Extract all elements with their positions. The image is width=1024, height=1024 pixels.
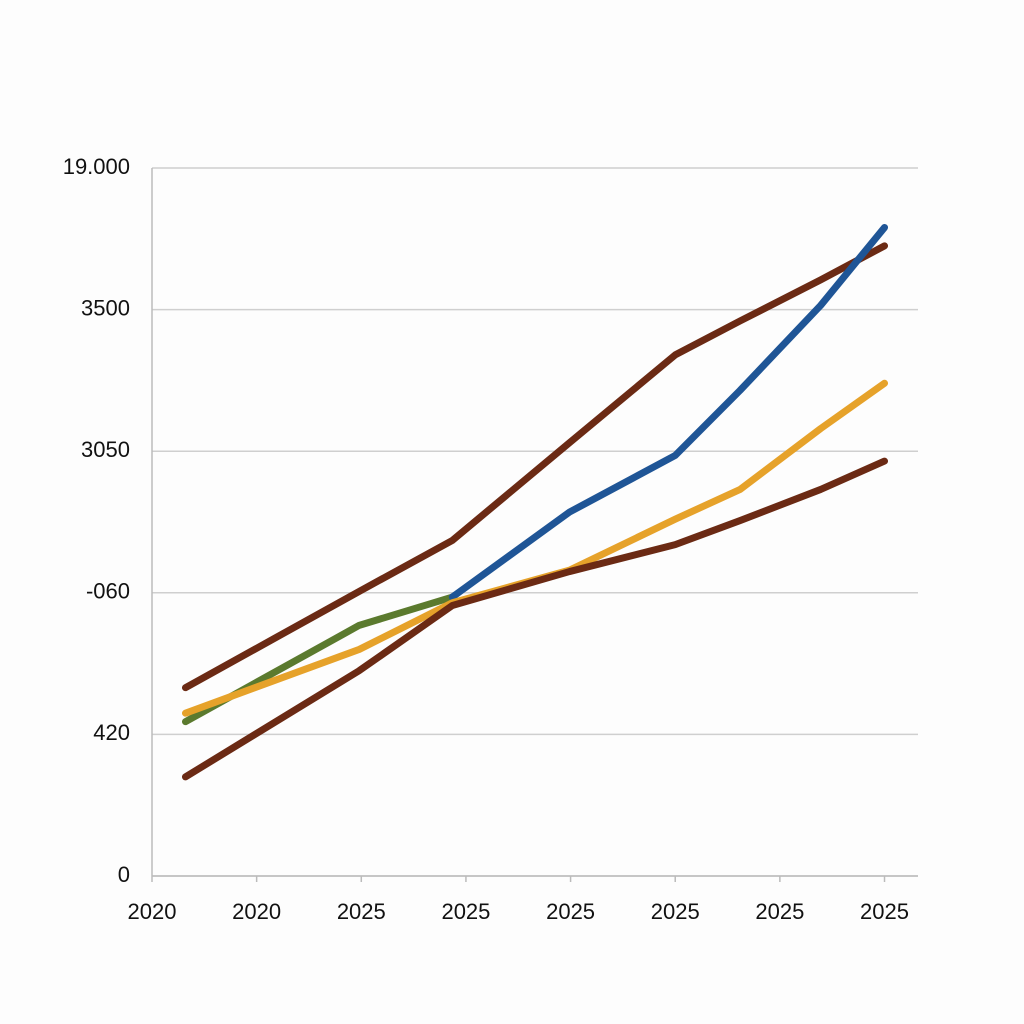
series-line	[181, 379, 889, 717]
x-tick-label: 2025	[546, 899, 595, 924]
y-tick-label: 420	[93, 720, 130, 745]
x-tick-label: 2025	[651, 899, 700, 924]
y-tick-label: 3500	[81, 295, 130, 320]
series-line	[181, 457, 889, 781]
x-tick-label: 2020	[232, 899, 281, 924]
x-tick-label: 2020	[128, 899, 177, 924]
series-line	[448, 223, 889, 601]
y-tick-label: -060	[86, 579, 130, 604]
x-tick-label: 2025	[337, 899, 386, 924]
y-tick-label: 3050	[81, 437, 130, 462]
x-tick-label: 2025	[755, 899, 804, 924]
x-tick-label: 2025	[860, 899, 909, 924]
y-tick-label: 0	[118, 862, 130, 887]
y-tick-label: 19.000	[63, 154, 130, 179]
x-tick-label: 2025	[441, 899, 490, 924]
series-line	[181, 242, 889, 692]
